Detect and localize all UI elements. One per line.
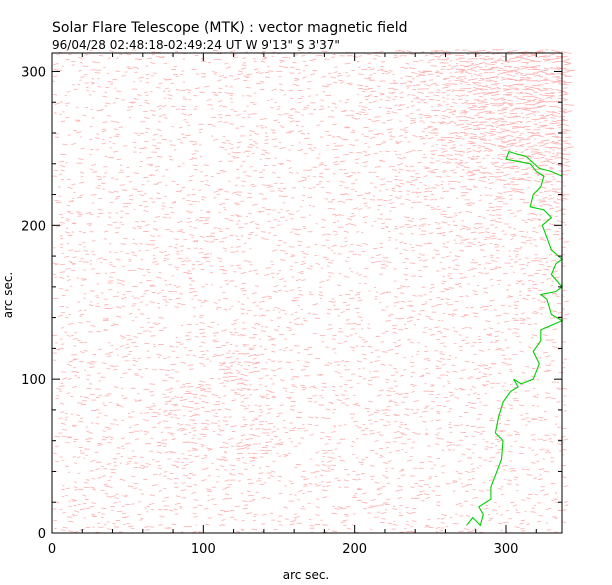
x-tick-label: 100 (191, 542, 216, 557)
y-axis-label: arc sec. (1, 272, 15, 318)
y-tick-label: 0 (38, 527, 46, 542)
y-tick-label: 200 (21, 219, 46, 234)
x-tick-label: 200 (342, 542, 367, 557)
y-tick-label: 100 (21, 373, 46, 388)
y-tick-label: 300 (21, 65, 46, 80)
chart-subtitle: 96/04/28 02:48:18-02:49:24 UT W 9'13" S … (52, 38, 340, 52)
chart-title: Solar Flare Telescope (MTK) : vector mag… (52, 20, 408, 36)
plot-frame (51, 52, 563, 534)
contour-layer (466, 150, 564, 527)
x-axis-label: arc sec. (283, 568, 329, 582)
field-vectors (51, 48, 576, 534)
x-tick-label: 0 (48, 542, 56, 557)
x-tick-label: 300 (494, 542, 519, 557)
vector-field-layer (51, 48, 576, 534)
axes: 0 100 200 300 0 100 200 300 (21, 52, 563, 557)
neutral-line-contour (466, 150, 564, 527)
